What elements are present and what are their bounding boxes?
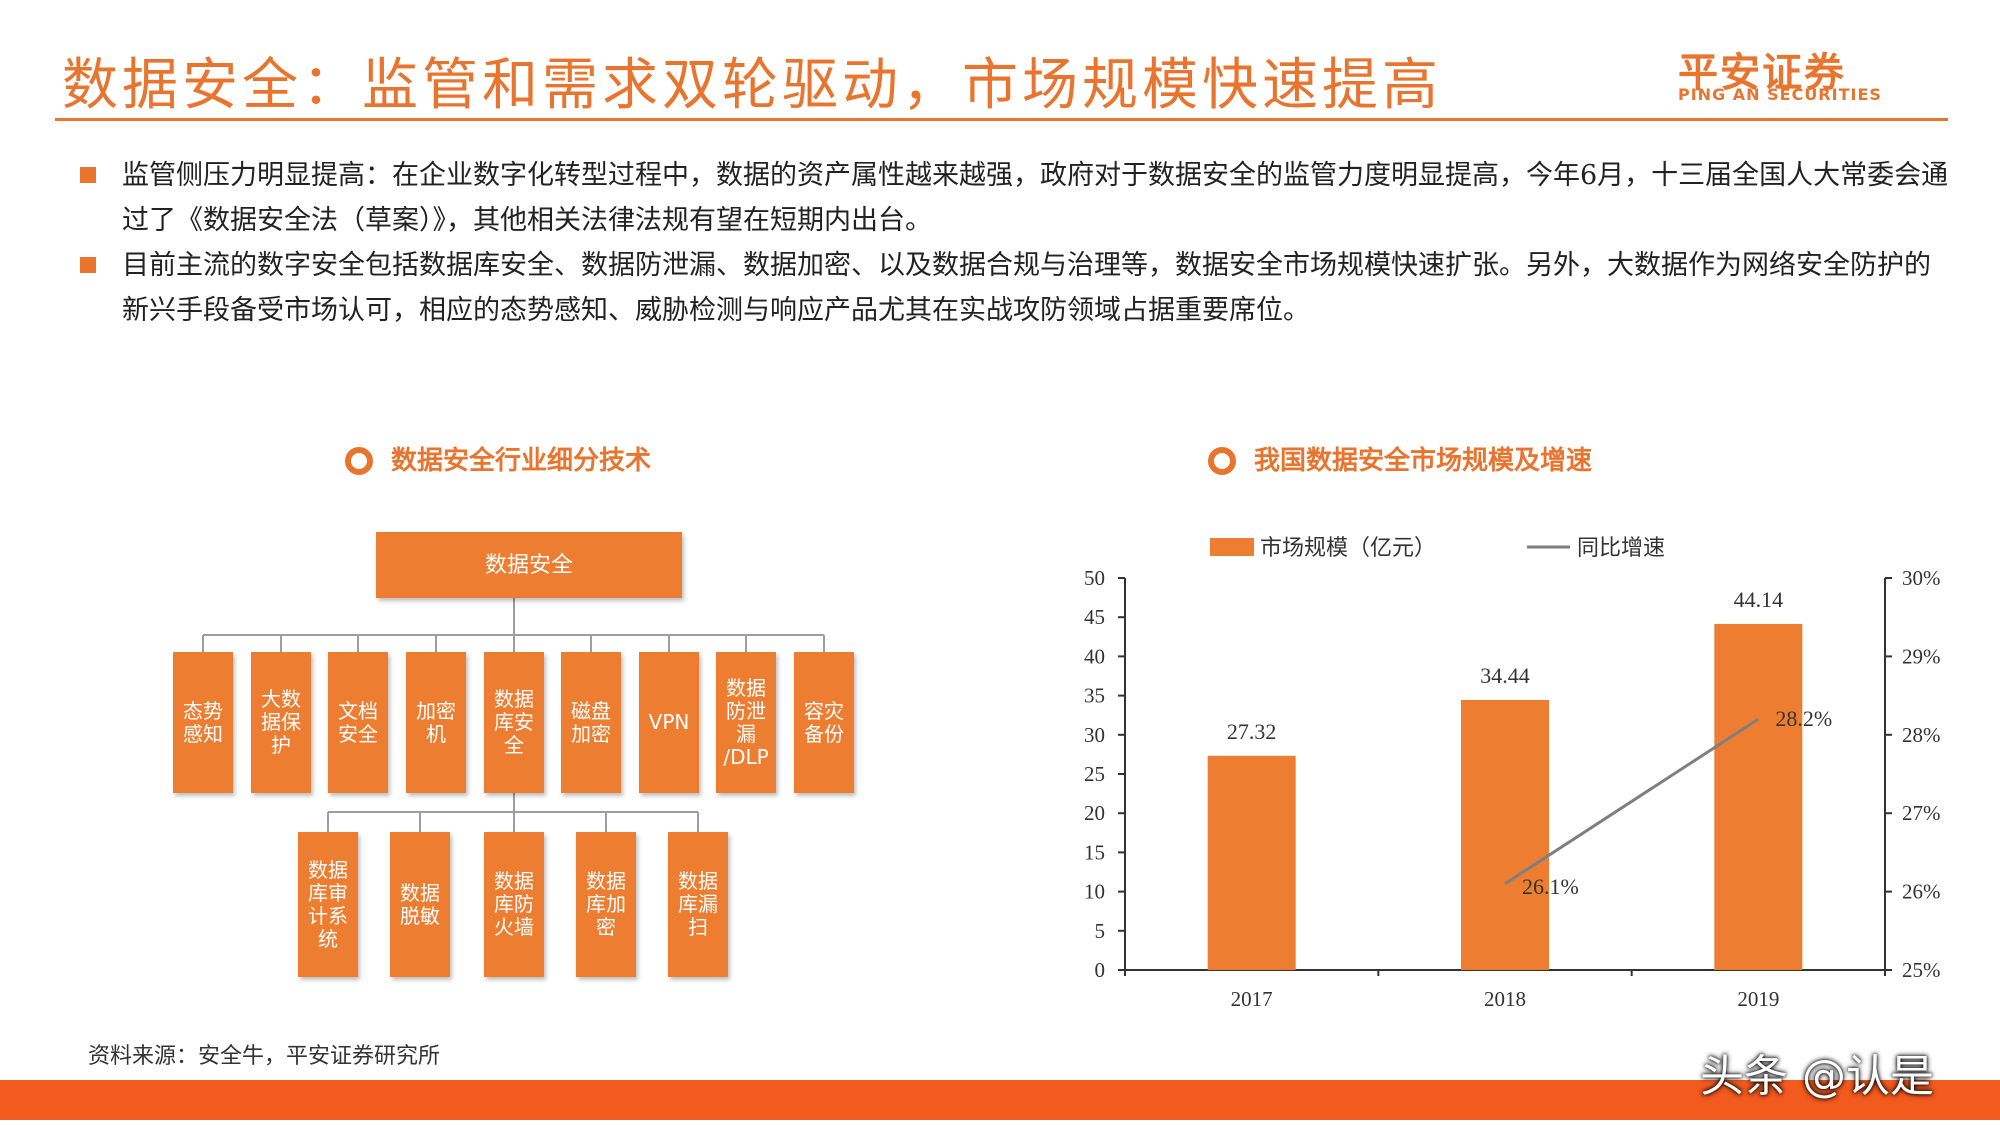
tree-connectors — [202, 598, 825, 832]
bullet-text: 目前主流的数字安全包括数据库安全、数据防泄漏、数据加密、以及数据合规与治理等，数… — [122, 250, 1931, 326]
y-right-tick-label: 28% — [1902, 723, 1941, 747]
node-database-security: 数据 库安全 — [484, 652, 544, 793]
market-size-chart: 0 5 10 15 20 25 30 35 40 45 50 25% 26% 27% 28% 29% 30% 20… — [1084, 535, 1941, 1011]
technology-tree-diagram: 数据安全 态势 感知 大数 据保护 文档 安全 加密机 数据 库安全 磁盘 加密 VPN … — [0, 0, 1000, 1000]
bar-value-label: 34.44 — [1480, 663, 1530, 688]
y-left-tick-label: 30 — [1084, 723, 1105, 747]
title-underline — [55, 118, 1948, 121]
chart-title-text: 我国数据安全市场规模及增速 — [1254, 446, 1593, 476]
growth-value-label: 28.2% — [1775, 706, 1832, 731]
chart-section-title: 我国数据安全市场规模及增速 — [1208, 440, 1592, 477]
x-tick-label: 2019 — [1737, 987, 1779, 1011]
node-database-encryption: 数据 库加密 — [576, 832, 636, 977]
y-left-tick-label: 35 — [1084, 684, 1105, 708]
watermark-text: 头条 @认是 — [1700, 1051, 1934, 1102]
node-document-security: 文档 安全 — [328, 652, 388, 793]
node-disk-encryption: 磁盘 加密 — [561, 652, 621, 793]
growth-value-label: 26.1% — [1522, 874, 1579, 899]
node-dlp: 数据 防泄漏/DLP — [716, 652, 776, 793]
legend-bar-label: 市场规模（亿元） — [1260, 535, 1436, 560]
footer-bar — [0, 1080, 2000, 1120]
diagram-section-title: 数据安全行业细分技术 — [345, 440, 651, 477]
bullet-regulation: 监管侧压力明显提高：在企业数字化转型过程中，数据的资产属性越来越强，政府对于数据… — [80, 153, 1950, 243]
node-encryption-machine: 加密机 — [406, 652, 466, 793]
growth-line — [1504, 717, 1760, 886]
node-disaster-recovery: 容灾 备份 — [794, 652, 854, 793]
node-database-audit: 数据 库审 计系统 — [298, 832, 358, 977]
legend-line-label: 同比增速 — [1577, 535, 1665, 560]
y-left-tick-label: 5 — [1095, 919, 1106, 943]
y-left-tick-label: 50 — [1084, 566, 1105, 590]
bullet-text: 监管侧压力明显提高：在企业数字化转型过程中，数据的资产属性越来越强，政府对于数据… — [122, 160, 1949, 236]
square-bullet-icon — [80, 167, 96, 183]
bar-value-label: 44.14 — [1734, 587, 1784, 612]
y-right-tick-label: 30% — [1902, 566, 1941, 590]
node-vpn: VPN — [639, 652, 699, 793]
y-left-tick-label: 10 — [1084, 880, 1105, 904]
node-database-firewall: 数据 库防 火墙 — [484, 832, 544, 977]
y-right-tick-label: 29% — [1902, 644, 1941, 668]
y-left-tick-label: 20 — [1084, 801, 1105, 825]
bar — [1461, 699, 1549, 970]
bullet-market: 目前主流的数字安全包括数据库安全、数据防泄漏、数据加密、以及数据合规与治理等，数… — [80, 243, 1950, 333]
bar-value-label: 27.32 — [1227, 719, 1277, 744]
node-big-data-protection: 大数 据保护 — [251, 652, 311, 793]
company-logo: 平安证券 PING AN SECURITIES — [1640, 40, 1940, 110]
y-right-tick-label: 26% — [1902, 880, 1941, 904]
source-note: 资料来源：安全牛，平安证券研究所 — [88, 1044, 441, 1069]
root-node-data-security: 数据安全 — [376, 532, 682, 598]
y-left-tick-label: 25 — [1084, 762, 1105, 786]
x-tick-label: 2017 — [1231, 987, 1273, 1011]
logo-en-text: PING AN SECURITIES — [1678, 85, 1882, 104]
circle-bullet-icon — [1208, 447, 1236, 475]
y-left-tick-label: 0 — [1095, 958, 1106, 982]
legend-bar-swatch — [1210, 538, 1254, 556]
y-left-tick-label: 40 — [1084, 644, 1105, 668]
node-situation-awareness: 态势 感知 — [173, 652, 233, 793]
y-left-tick-label: 45 — [1084, 605, 1105, 629]
diagram-title-text: 数据安全行业细分技术 — [391, 446, 652, 476]
y-right-tick-label: 25% — [1902, 958, 1941, 982]
bar — [1207, 755, 1296, 970]
y-right-tick-label: 27% — [1902, 801, 1941, 825]
page-title: 数据安全：监管和需求双轮驱动，市场规模快速提高 — [62, 53, 1442, 118]
x-tick-label: 2018 — [1484, 987, 1526, 1011]
circle-bullet-icon — [345, 447, 373, 475]
node-database-vuln-scan: 数据 库漏扫 — [668, 832, 728, 977]
bar — [1714, 623, 1803, 970]
y-left-tick-label: 15 — [1084, 840, 1105, 864]
logo-cn-text: 平安证券 — [1678, 50, 1846, 96]
node-data-masking: 数据 脱敏 — [390, 832, 450, 977]
square-bullet-icon — [80, 257, 96, 273]
